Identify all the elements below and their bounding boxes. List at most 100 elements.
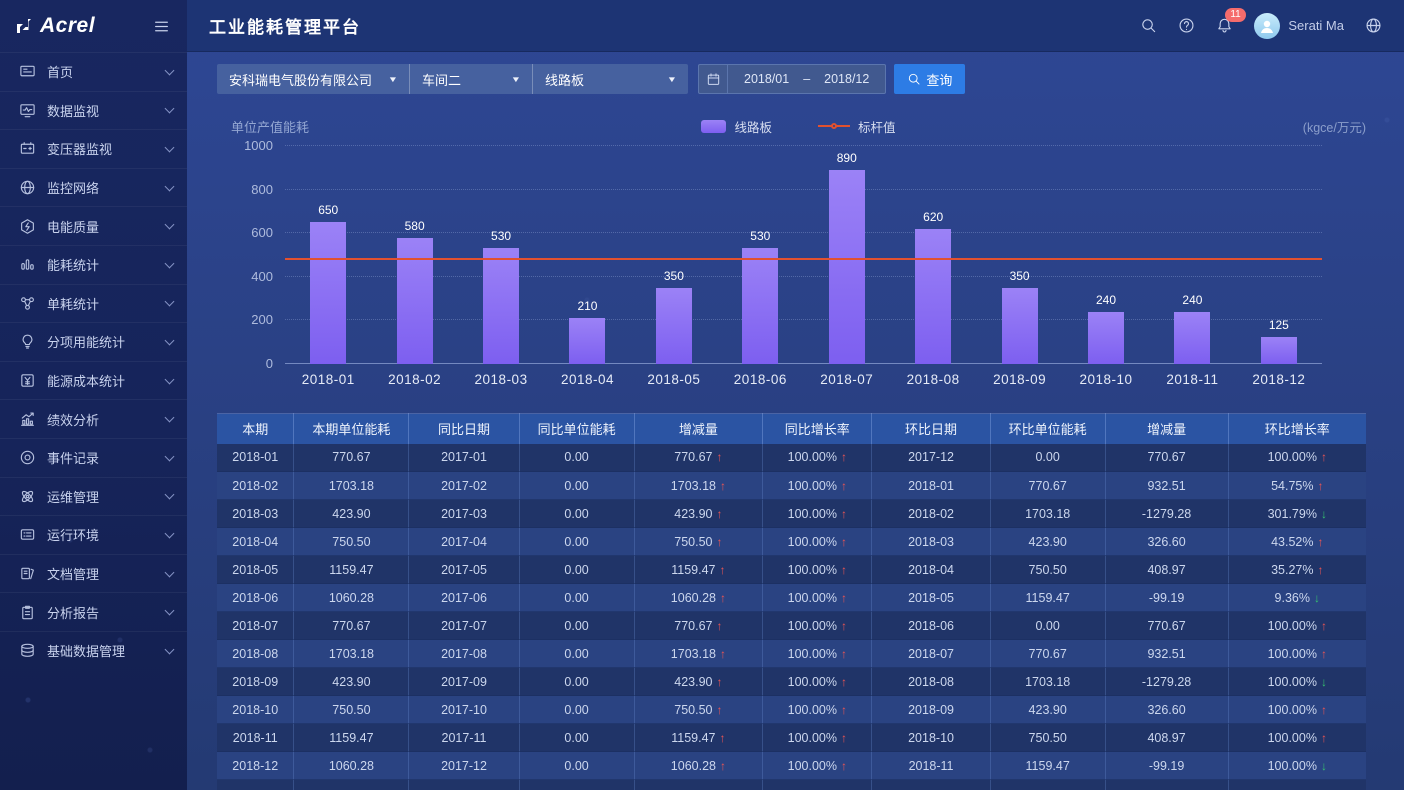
table-cell: 100.00% ↓: [1228, 751, 1366, 780]
table-cell: [990, 779, 1106, 790]
bar-2018-07[interactable]: [828, 169, 865, 364]
sidebar-item-runtime-environment[interactable]: 运行环境: [0, 515, 187, 554]
table-row: 2018-12 1060.28 2017-12 0.00 1060.28 ↑ 100.00%…: [217, 751, 1366, 780]
table-row: 2018-03 423.90 2017-03 0.00 423.90 ↑ 100.00% ↑ 2…: [217, 499, 1366, 528]
sidebar-item-data-monitoring[interactable]: 数据监视: [0, 90, 187, 130]
table-cell: 35.27% ↑: [1228, 555, 1366, 584]
env-icon: [18, 526, 36, 543]
sidebar-item-subitem-energy-stats[interactable]: 分项用能统计: [0, 322, 187, 361]
sidebar-item-energy-cost-stats[interactable]: 能源成本统计: [0, 360, 187, 400]
legend-bar-swatch-icon: [701, 119, 727, 133]
table-cell: 2018-10: [217, 695, 295, 724]
sidebar-item-label: 监控网络: [47, 181, 100, 197]
bar-2018-03[interactable]: [483, 248, 520, 364]
table-cell: [217, 779, 295, 790]
bar-value-label: 350: [663, 268, 684, 283]
up-arrow-icon: ↑: [840, 702, 847, 717]
bar-2018-06[interactable]: [742, 248, 779, 364]
sidebar-item-transformer-monitoring[interactable]: 变压器监视: [0, 129, 187, 168]
x-axis-label: 2018-05: [647, 372, 701, 387]
bar-2018-08[interactable]: [915, 228, 952, 364]
bar-2018-09[interactable]: [1001, 287, 1038, 364]
device-select[interactable]: 线路板 ▼: [533, 64, 688, 94]
bar-2018-04[interactable]: [569, 318, 606, 364]
up-arrow-icon: ↑: [719, 562, 726, 577]
table-cell: -99.19: [1105, 751, 1229, 780]
up-arrow-icon: ↑: [716, 674, 723, 689]
chart-x-axis: 2018-01 2018-02 2018-03 2018-04 2018-05 2018-…: [285, 372, 1322, 387]
sidebar-item-document-management[interactable]: 文档管理: [0, 553, 187, 593]
gridline: [285, 319, 1322, 321]
table-cell: 100.00% ↑: [762, 667, 873, 696]
sidebar-item-unit-consumption-stats[interactable]: 单耗统计: [0, 283, 187, 323]
bar-2018-10[interactable]: [1088, 311, 1124, 364]
sidebar-item-monitoring-network[interactable]: 监控网络: [0, 167, 187, 207]
legend-item-benchmark[interactable]: 标杆值: [817, 117, 896, 136]
up-arrow-icon: ↑: [840, 506, 847, 521]
table-cell: 2017-02: [408, 471, 520, 500]
bar-2018-01[interactable]: [310, 222, 347, 364]
bar-2018-02[interactable]: [396, 237, 433, 364]
user-menu[interactable]: Serati Ma: [1254, 12, 1344, 39]
table-cell: 0.00: [519, 695, 635, 724]
table-cell: 2018-08: [871, 667, 991, 696]
sidebar-item-energy-stats[interactable]: 能耗统计: [0, 244, 187, 284]
unit-consumption-icon: [18, 295, 36, 312]
query-button[interactable]: 查询: [894, 64, 966, 94]
company-select-value: 安科瑞电气股份有限公司: [229, 72, 373, 88]
bar-value-label: 210: [577, 299, 598, 314]
sidebar-item-performance-analysis[interactable]: 绩效分析: [0, 399, 187, 438]
table-cell: 1060.28 ↑: [634, 583, 764, 612]
company-select[interactable]: 安科瑞电气股份有限公司 ▼: [217, 64, 410, 94]
table-cell: 1703.18 ↑: [634, 471, 764, 500]
up-arrow-icon: ↑: [716, 702, 723, 717]
table-header-row: 本期 本期单位能耗 同比日期 同比单位能耗 增减量 同比增长率 环比日期 环比单位能耗 增减量环…: [217, 413, 1366, 444]
bar-2018-11[interactable]: [1174, 311, 1211, 364]
table-cell: 1159.47: [293, 555, 410, 584]
sidebar-item-label: 能耗统计: [47, 258, 100, 274]
chevron-down-icon: [164, 65, 175, 76]
help-icon[interactable]: [1178, 17, 1195, 34]
search-icon[interactable]: [1140, 17, 1157, 34]
sidebar-item-ops-management[interactable]: 运维管理: [0, 476, 187, 516]
bar-value-label: 240: [1095, 292, 1117, 307]
table-cell: 2017-09: [408, 667, 520, 696]
table-header: 本期 本期单位能耗 同比日期 同比单位能耗 增减量 同比增长率 环比日期 环比单位能耗 增减量环…: [217, 413, 1366, 444]
table-cell: 1703.18: [990, 499, 1106, 528]
table-cell: 2018-03: [871, 527, 991, 556]
sidebar-item-label: 首页: [47, 65, 74, 81]
table-cell: 100.00% ↑: [762, 443, 873, 472]
table-cell: 100.00% ↑: [1228, 639, 1366, 668]
chevron-down-icon: ▼: [666, 74, 678, 84]
date-range-text[interactable]: 2018/01 – 2018/12: [728, 72, 885, 86]
legend-item-bar[interactable]: 线路板: [701, 117, 772, 136]
table-row: 2018-07 770.67 2017-07 0.00 770.67 ↑ 100.00% ↑ 2…: [217, 611, 1366, 640]
table-cell: 2018-11: [871, 751, 991, 780]
brand-logo[interactable]: Acrel: [14, 14, 95, 38]
table-cell: 2018-02: [217, 471, 295, 500]
up-arrow-icon: ↑: [716, 618, 723, 633]
calendar-icon[interactable]: [699, 65, 728, 93]
table-column-header: 环比单位能耗: [990, 413, 1106, 444]
sidebar-item-home[interactable]: 首页: [0, 52, 187, 91]
date-range-picker[interactable]: 2018/01 – 2018/12: [698, 64, 887, 94]
table-cell: 100.00% ↑: [762, 583, 873, 612]
sidebar-item-base-data-management[interactable]: 基础数据管理: [0, 630, 187, 670]
sidebar-item-event-records[interactable]: 事件记录: [0, 437, 187, 477]
up-arrow-icon: ↑: [716, 506, 723, 521]
sidebar-item-power-quality[interactable]: 电能质量: [0, 206, 187, 245]
bar-2018-05[interactable]: [655, 287, 692, 364]
table-cell: 1159.47 ↑: [634, 723, 764, 752]
bar-value-label: 620: [923, 209, 944, 224]
chevron-down-icon: [164, 605, 175, 616]
notifications-button[interactable]: 11: [1216, 8, 1246, 34]
table-cell: 100.00% ↑: [762, 639, 873, 668]
workshop-select[interactable]: 车间二 ▼: [410, 64, 533, 94]
up-arrow-icon: ↑: [840, 562, 847, 577]
up-arrow-icon: ↑: [840, 590, 847, 605]
hamburger-menu-icon[interactable]: [152, 17, 171, 36]
bar-2018-12[interactable]: [1260, 336, 1297, 364]
language-globe-icon[interactable]: [1365, 17, 1382, 34]
table-cell: 2017-12: [871, 443, 991, 472]
sidebar-item-analysis-reports[interactable]: 分析报告: [0, 592, 187, 631]
